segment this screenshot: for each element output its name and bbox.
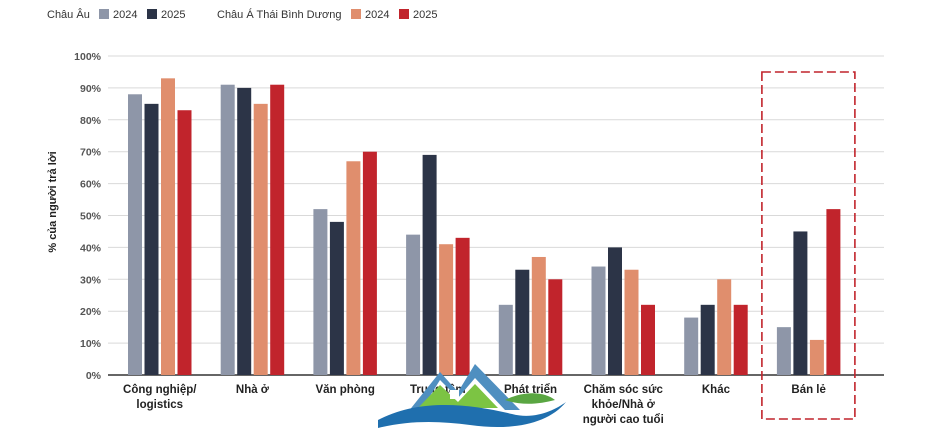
bar [826, 209, 841, 375]
category-label: Bán lẻ [791, 384, 826, 396]
bar [439, 244, 454, 375]
legend-group-label: Châu Á Thái Bình Dương [217, 8, 341, 21]
y-tick-label: 30% [80, 274, 102, 286]
legend-group-label: Châu Âu [47, 8, 90, 21]
bar [793, 231, 808, 375]
bar [624, 269, 639, 375]
category-label: Nhà ở [236, 384, 270, 396]
highlight-box [761, 71, 856, 420]
logo-leaf [505, 393, 555, 404]
bar [177, 110, 192, 375]
bar [641, 304, 655, 375]
y-axis-ticks: 0% 10% 20% 30% 40% 50% 60% 70% 80% 90% 100% [74, 51, 102, 382]
y-tick-label: 50% [80, 211, 102, 223]
bar [161, 78, 175, 375]
bar [591, 266, 606, 375]
house-logo [378, 364, 566, 428]
y-tick-label: 0% [86, 370, 102, 382]
bar [270, 84, 285, 376]
bar [515, 269, 530, 375]
bar [313, 209, 328, 375]
logo-roof [408, 364, 520, 412]
bar [608, 247, 622, 375]
bar [455, 237, 470, 375]
bar [144, 103, 159, 375]
bar [717, 279, 732, 375]
bar [700, 304, 715, 375]
y-tick-label: 40% [80, 242, 102, 254]
category-label: Phát triển [504, 384, 557, 396]
category-label: Công nghiệp/ [123, 384, 197, 396]
legend-swatch [351, 9, 361, 19]
logo-wave [378, 402, 566, 428]
legend-swatch [147, 9, 157, 19]
legend-entry-label: 2024 [365, 9, 389, 21]
bar [498, 304, 513, 375]
bar [346, 161, 361, 375]
y-tick-label: 80% [80, 115, 102, 127]
legend: Châu Âu 2024 2025 Châu Á Thái Bình Dương 202… [47, 8, 437, 21]
bar [220, 84, 235, 376]
y-tick-label: 10% [80, 338, 102, 350]
legend-swatch [399, 9, 409, 19]
y-tick-label: 100% [74, 51, 102, 63]
bar [684, 317, 699, 375]
category-label: Chăm sóc sức [584, 384, 664, 396]
bar [128, 94, 142, 375]
bar [776, 327, 791, 375]
y-tick-label: 90% [80, 83, 102, 95]
bar [548, 279, 563, 375]
bar [733, 304, 748, 375]
bar [253, 103, 268, 375]
category-label: logistics [136, 399, 183, 411]
y-tick-label: 60% [80, 179, 102, 191]
bar [237, 87, 252, 376]
legend-entry-label: 2025 [161, 9, 185, 21]
legend-swatch [99, 9, 109, 19]
bars [128, 78, 841, 376]
logo-window [450, 390, 459, 399]
bar [531, 256, 546, 375]
category-label: người cao tuổi [583, 414, 664, 426]
bar [422, 154, 437, 375]
bar [809, 339, 824, 375]
bar [406, 234, 421, 375]
legend-entry-label: 2024 [113, 9, 137, 21]
y-tick-label: 70% [80, 147, 102, 159]
legend-entry-label: 2025 [413, 9, 437, 21]
y-axis-label: % của người trả lời [47, 151, 59, 252]
y-tick-label: 20% [80, 306, 102, 318]
category-label: Khác [702, 384, 731, 396]
category-label: Văn phòng [315, 384, 374, 396]
category-label: khỏe/Nhà ở [592, 399, 656, 411]
highlight-rect [761, 71, 856, 420]
bar [362, 151, 377, 375]
logo-house [418, 384, 498, 408]
bar [329, 221, 344, 375]
